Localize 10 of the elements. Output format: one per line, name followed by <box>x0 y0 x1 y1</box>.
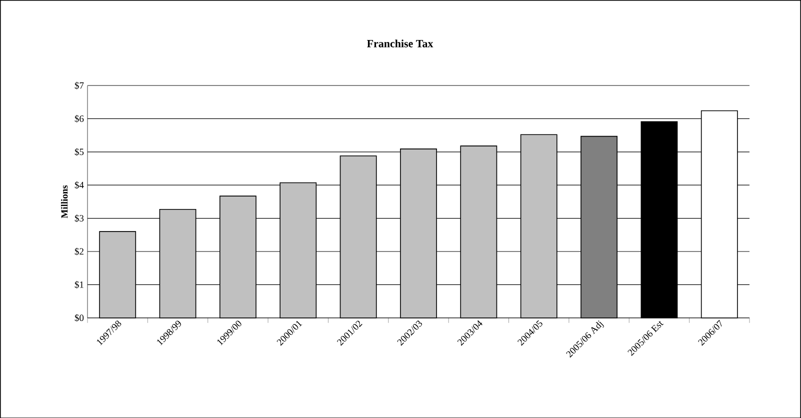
y-tick-label: $6 <box>74 114 84 122</box>
y-tick-label: $1 <box>74 280 84 288</box>
chart-title: Franchise Tax <box>367 39 434 48</box>
y-tick-label: $7 <box>74 82 84 90</box>
y-tick-label: $2 <box>74 247 84 256</box>
y-axis-title: Millions <box>60 185 68 218</box>
y-tick-label: $4 <box>74 181 84 189</box>
y-tick-label: $3 <box>74 214 84 222</box>
y-tick-label: $5 <box>74 148 84 156</box>
y-tick-label: $0 <box>74 314 84 322</box>
